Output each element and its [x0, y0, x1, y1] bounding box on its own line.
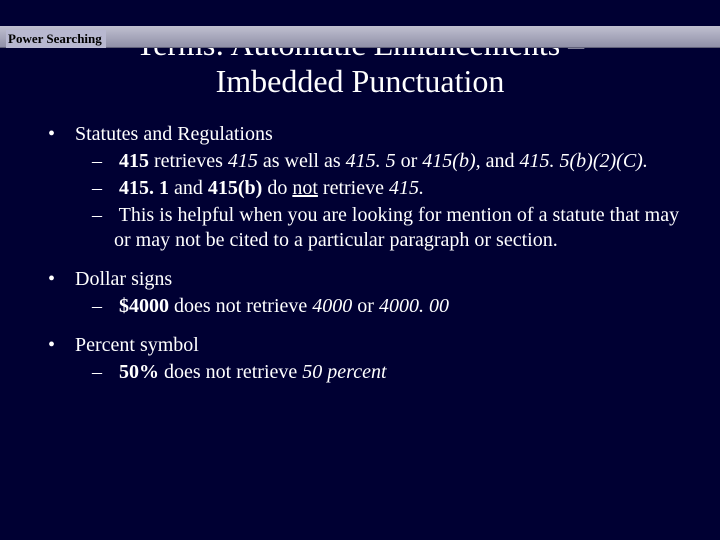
txt: $4000 — [119, 295, 169, 317]
txt: 50% — [119, 361, 159, 383]
txt: 415. 5(b)(2)(C). — [520, 150, 648, 172]
txt: or — [396, 150, 423, 172]
txt: 50 percent — [302, 361, 386, 383]
txt: 415. — [389, 177, 424, 199]
txt: 4000 — [312, 295, 352, 317]
txt: and — [481, 150, 520, 172]
txt: or — [352, 295, 379, 317]
bullet-percent: Percent symbol 50% does not retrieve 50 … — [48, 333, 680, 385]
sub-bullet: $4000 does not retrieve 4000 or 4000. 00 — [92, 294, 680, 319]
sub-bullet: 50% does not retrieve 50 percent — [92, 360, 680, 385]
bullet-label: Statutes and Regulations — [75, 123, 273, 145]
txt: does not retrieve — [169, 295, 312, 317]
sub-bullet: This is helpful when you are looking for… — [92, 203, 680, 253]
txt: 415 — [228, 150, 258, 172]
txt: do — [262, 177, 292, 199]
slide-body: Statutes and Regulations 415 retrieves 4… — [0, 122, 720, 385]
txt: 415. 1 — [119, 177, 169, 199]
txt: does not retrieve — [159, 361, 302, 383]
bullet-statutes: Statutes and Regulations 415 retrieves 4… — [48, 122, 680, 253]
sub-bullet: 415. 1 and 415(b) do not retrieve 415. — [92, 176, 680, 201]
txt: 415 — [119, 150, 149, 172]
header-bar — [0, 26, 720, 48]
title-line2: Imbedded Punctuation — [216, 63, 505, 99]
txt: not — [292, 177, 318, 199]
txt: This is helpful when you are looking for… — [114, 204, 679, 251]
txt: and — [169, 177, 208, 199]
txt: 415(b), — [422, 150, 480, 172]
txt: as well as — [258, 150, 346, 172]
bullet-label: Dollar signs — [75, 268, 172, 290]
txt: 415. 5 — [346, 150, 396, 172]
header-label: Power Searching — [6, 30, 106, 48]
bullet-dollar: Dollar signs $4000 does not retrieve 400… — [48, 267, 680, 319]
bullet-label: Percent symbol — [75, 334, 199, 356]
txt: 415(b) — [208, 177, 262, 199]
txt: retrieves — [149, 150, 228, 172]
sub-bullet: 415 retrieves 415 as well as 415. 5 or 4… — [92, 149, 680, 174]
txt: 4000. 00 — [379, 295, 449, 317]
txt: retrieve — [318, 177, 389, 199]
